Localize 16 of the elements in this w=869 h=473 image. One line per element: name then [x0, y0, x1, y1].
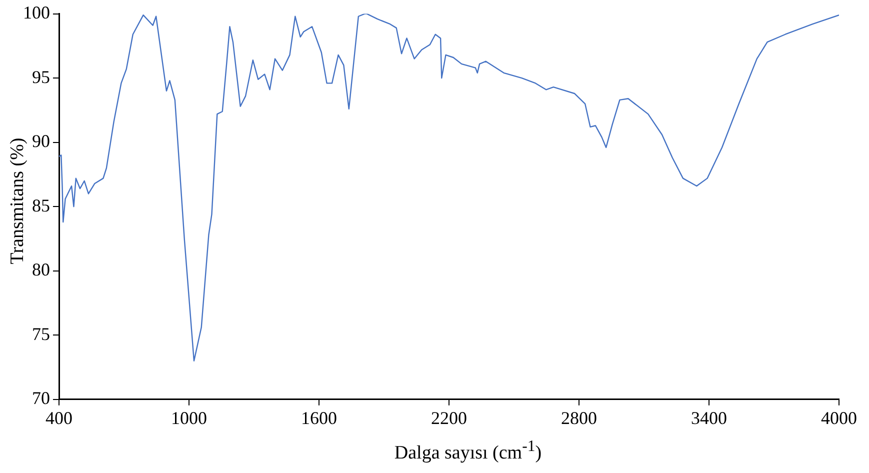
- x-tick-label: 2800: [561, 408, 597, 428]
- y-axis-title: Transmitans (%): [7, 136, 29, 266]
- x-tick-label: 3400: [691, 408, 727, 428]
- y-tick-label: 90: [32, 131, 50, 152]
- x-tick-label: 1000: [171, 408, 207, 428]
- x-tick-label: 4000: [821, 408, 857, 428]
- y-tick-label: 95: [32, 66, 50, 87]
- x-axis-title: Dalga sayısı (cm$^{-1}$): [393, 438, 543, 464]
- y-tick-label: 80: [32, 260, 50, 280]
- x-tick-label: 2200: [431, 408, 467, 428]
- y-tick-label: 100: [23, 2, 50, 23]
- x-tick-label: 400: [46, 408, 72, 428]
- x-tick-label: 1600: [301, 408, 337, 428]
- y-tick-label: 75: [32, 324, 50, 344]
- y-tick-label: 70: [32, 388, 50, 408]
- y-tick-label: 85: [32, 195, 50, 216]
